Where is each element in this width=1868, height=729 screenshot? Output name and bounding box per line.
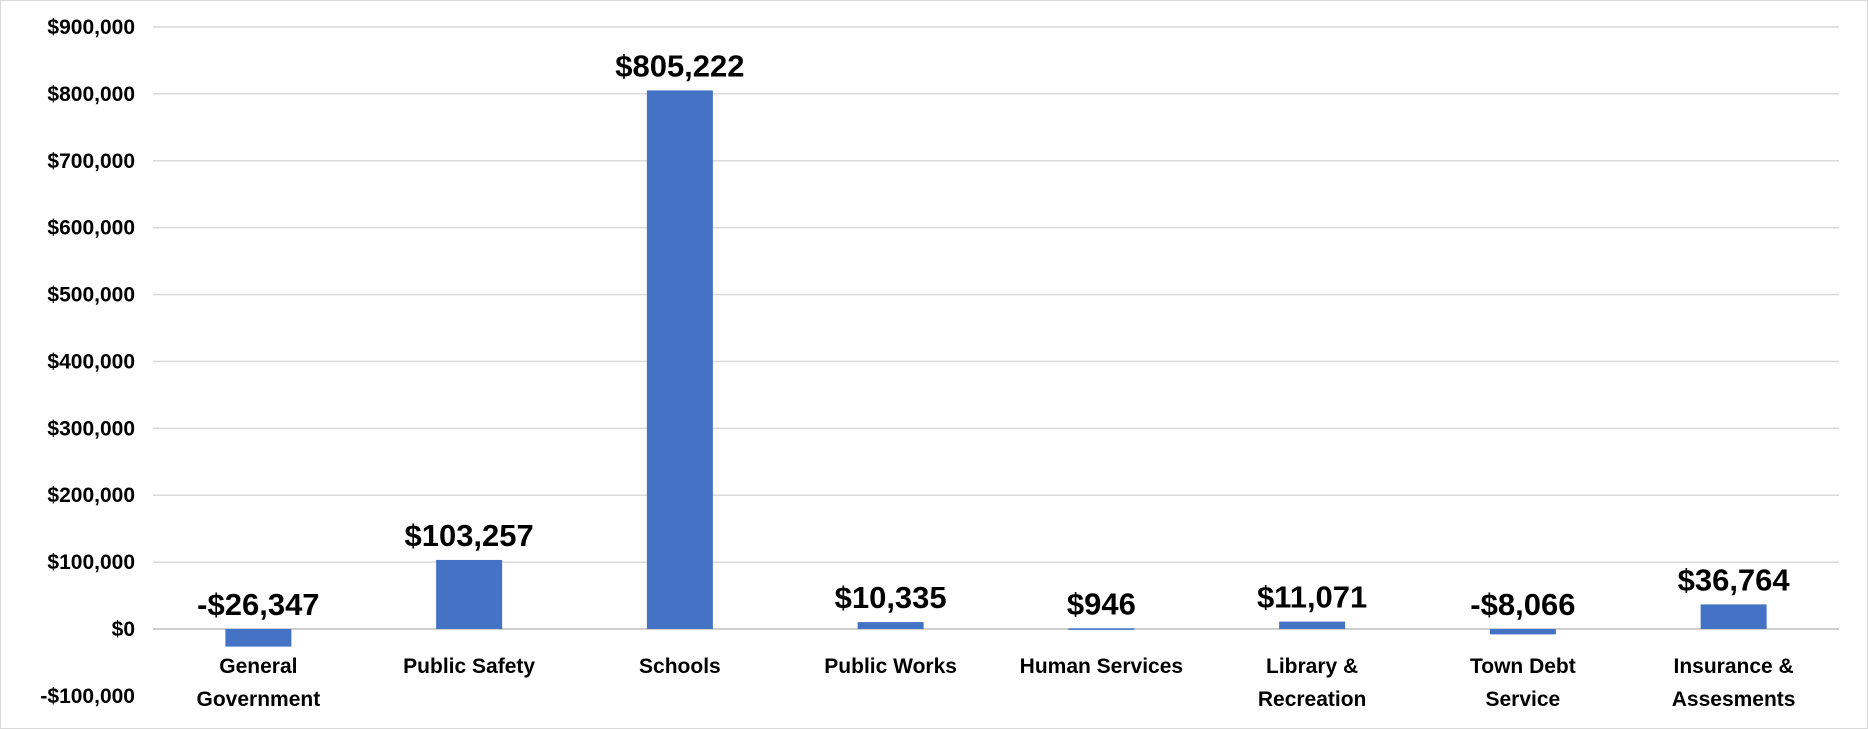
x-tick-label-line: Public Works [824, 655, 957, 678]
x-tick-label: Insurance & Assesments [1672, 655, 1796, 711]
y-tick-label: $900,000 [47, 16, 135, 39]
x-tick-label: Town Debt Service [1470, 655, 1576, 711]
x-tick-label-line: Town Debt [1470, 655, 1576, 678]
bar [1068, 628, 1135, 630]
data-label: $36,764 [1678, 562, 1791, 597]
x-tick-label: General Government [197, 655, 321, 711]
x-tick-label-line: Assesments [1672, 688, 1796, 711]
x-tick-label-line: Service [1486, 688, 1561, 711]
x-tick-label: Library & Recreation [1258, 655, 1367, 711]
y-tick-label: $400,000 [47, 350, 135, 373]
data-label: $11,071 [1257, 580, 1367, 615]
data-label: -$26,347 [197, 587, 319, 622]
y-axis-tick-labels: -$100,000 $0 $100,000 $200,000 $300,000 $400,… [40, 16, 135, 708]
y-tick-label: -$100,000 [40, 685, 135, 708]
y-tick-label: $500,000 [47, 284, 135, 307]
y-tick-label: $200,000 [47, 484, 135, 507]
x-tick-label: Public Safety [403, 655, 535, 678]
data-labels: -$26,347 $103,257 $805,222 $10,335 $946 $11,0… [197, 48, 1790, 622]
y-tick-label: $800,000 [47, 83, 135, 106]
bar [646, 90, 713, 630]
bar [436, 559, 503, 629]
data-label: $805,222 [615, 48, 744, 83]
x-axis-tick-labels: General Government Public Safety Schools Pub… [197, 655, 1796, 711]
x-tick-label-line: General [219, 655, 297, 678]
y-tick-label: $100,000 [47, 551, 135, 574]
bars [225, 90, 1767, 647]
x-tick-label-line: Recreation [1258, 688, 1367, 711]
bar [1279, 621, 1346, 629]
y-tick-label: $700,000 [47, 150, 135, 173]
x-tick-label-line: Library & [1266, 655, 1358, 678]
y-tick-label: $300,000 [47, 417, 135, 440]
bar [1489, 629, 1556, 635]
x-tick-label-line: Government [197, 688, 321, 711]
bar [857, 622, 924, 629]
data-label: $103,257 [404, 518, 533, 553]
bar [225, 629, 292, 647]
x-tick-label: Human Services [1020, 655, 1183, 678]
x-tick-label-line: Human Services [1020, 655, 1183, 678]
data-label: $946 [1067, 586, 1136, 621]
y-tick-label: $0 [112, 618, 135, 641]
y-tick-label: $600,000 [47, 217, 135, 240]
x-tick-label: Public Works [824, 655, 957, 678]
x-tick-label: Schools [639, 655, 721, 678]
x-tick-label-line: Schools [639, 655, 721, 678]
x-tick-label-line: Insurance & [1674, 655, 1794, 678]
bar [1700, 604, 1767, 629]
gridlines [153, 26, 1839, 630]
x-tick-label-line: Public Safety [403, 655, 535, 678]
data-label: $10,335 [835, 580, 947, 615]
data-label: -$8,066 [1470, 587, 1575, 622]
